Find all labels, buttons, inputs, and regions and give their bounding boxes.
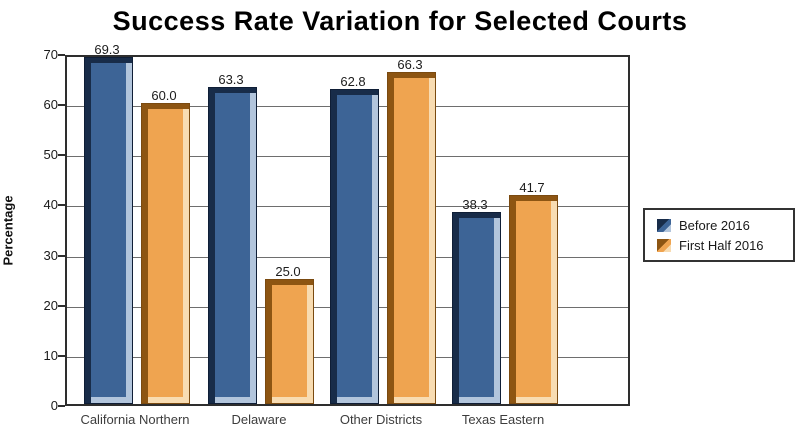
y-tick-mark bbox=[58, 154, 65, 157]
y-tick-mark bbox=[58, 204, 65, 207]
y-tick-label: 0 bbox=[50, 398, 58, 413]
bar bbox=[141, 103, 190, 404]
bar-value-label: 69.3 bbox=[94, 41, 120, 57]
y-tick-label: 10 bbox=[43, 347, 58, 363]
bar-value-label: 60.0 bbox=[151, 88, 177, 104]
chart-title: Success Rate Variation for Selected Cour… bbox=[112, 6, 688, 36]
bar-value-label: 66.3 bbox=[397, 56, 423, 72]
y-tick-label: 20 bbox=[43, 297, 58, 313]
y-tick-label: 50 bbox=[43, 147, 58, 163]
category-label: California Northern bbox=[80, 412, 190, 427]
bar bbox=[84, 56, 133, 404]
legend-swatch-blue-icon bbox=[657, 218, 671, 232]
bar-value-label: 41.7 bbox=[519, 179, 545, 195]
y-tick-mark bbox=[58, 405, 65, 407]
bar-value-label: 38.3 bbox=[462, 196, 488, 212]
bar bbox=[387, 71, 436, 404]
bar-value-label: 63.3 bbox=[218, 71, 244, 87]
legend-swatch-orange-icon bbox=[657, 238, 671, 252]
legend-item-before-2016: Before 2016 bbox=[657, 218, 793, 233]
bar bbox=[330, 89, 379, 404]
bar-value-label: 62.8 bbox=[340, 74, 366, 90]
y-axis-label: Percentage bbox=[0, 195, 16, 266]
y-tick-mark bbox=[58, 304, 65, 307]
y-tick-label: 60 bbox=[43, 97, 58, 113]
legend-item-first-half-2016: First Half 2016 bbox=[657, 238, 793, 253]
category-label: Delaware bbox=[231, 412, 287, 427]
bar bbox=[509, 194, 558, 404]
y-tick-mark bbox=[58, 54, 65, 56]
legend: Before 2016 First Half 2016 bbox=[643, 208, 795, 262]
y-tick-label: 70 bbox=[43, 47, 58, 62]
plot-area bbox=[65, 55, 630, 406]
bar-value-label: 25.0 bbox=[275, 263, 301, 279]
y-tick-mark bbox=[58, 254, 65, 257]
bar bbox=[208, 86, 257, 404]
category-label: Other Districts bbox=[339, 412, 423, 427]
legend-label: First Half 2016 bbox=[679, 237, 764, 253]
y-tick-label: 40 bbox=[43, 197, 58, 213]
bar bbox=[265, 278, 314, 404]
category-label: Texas Eastern bbox=[461, 412, 545, 427]
y-tick-label: 30 bbox=[43, 247, 58, 263]
bar bbox=[452, 211, 501, 404]
y-tick-mark bbox=[58, 104, 65, 107]
legend-label: Before 2016 bbox=[679, 217, 750, 233]
y-tick-mark bbox=[58, 354, 65, 357]
